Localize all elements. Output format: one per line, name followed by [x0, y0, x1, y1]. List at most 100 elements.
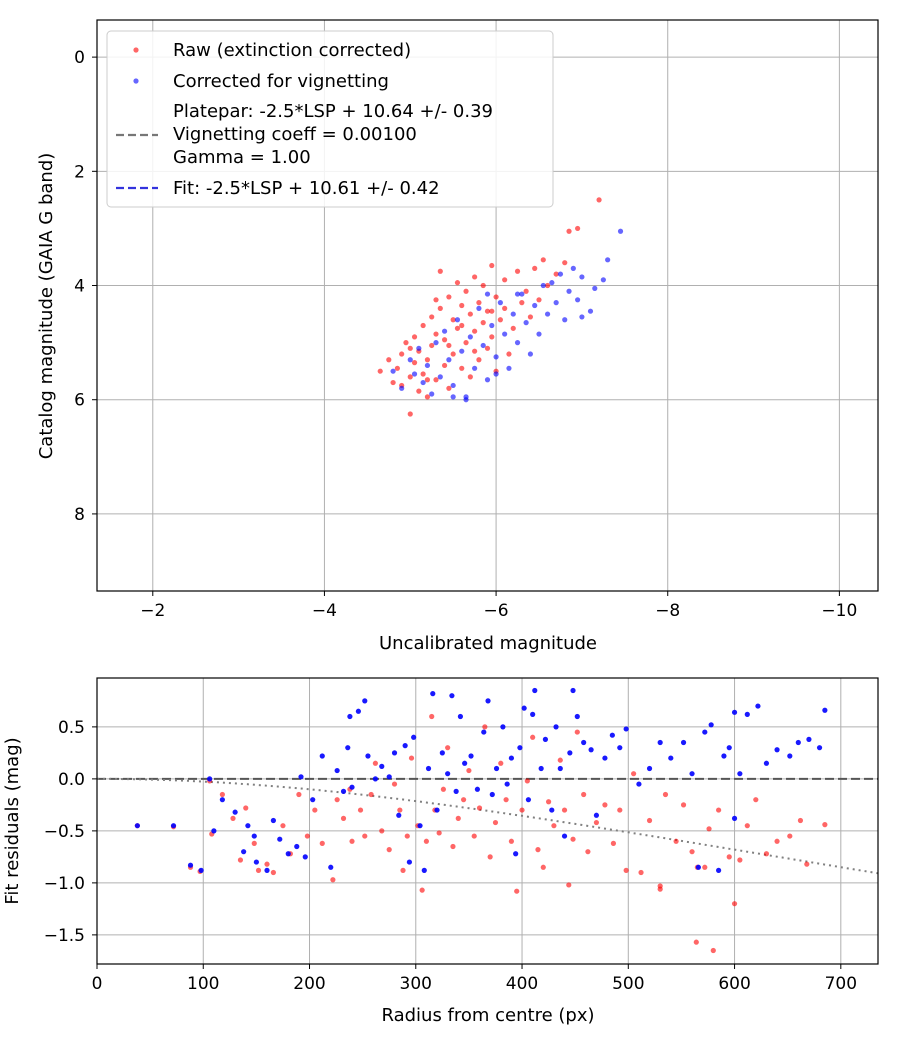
top-y-axis-label: Catalog magnitude (GAIA G band) — [36, 153, 57, 460]
raw-residual-point — [561, 807, 568, 813]
corrected-residual-point — [822, 707, 828, 713]
bottom-grid — [96, 678, 878, 964]
raw-residual-point — [450, 843, 456, 850]
corrected-point — [441, 328, 448, 334]
raw-point — [472, 328, 478, 334]
corrected-residual-point — [689, 771, 695, 777]
raw-residual-point — [230, 815, 236, 822]
raw-residual-point — [440, 786, 447, 792]
corrected-residual-point — [787, 753, 793, 759]
raw-point — [463, 288, 469, 294]
corrected-point — [519, 291, 525, 297]
legend-raw-label: Raw (extinction corrected) — [173, 40, 411, 61]
corrected-residual-point — [657, 739, 663, 746]
raw-point — [544, 282, 551, 289]
corrected-residual-point — [421, 867, 427, 874]
corrected-residual-point — [453, 788, 459, 794]
raw-point — [394, 365, 400, 371]
raw-point — [463, 340, 469, 346]
corrected-residual-point — [417, 823, 423, 829]
corrected-residual-point — [211, 828, 217, 834]
top-y-tick-label: 6 — [74, 391, 85, 411]
corrected-residual-point — [439, 750, 445, 756]
raw-residual-point — [535, 847, 541, 853]
corrected-residual-point — [731, 709, 738, 715]
corrected-point — [450, 394, 456, 400]
raw-point — [476, 357, 482, 363]
raw-residual-point — [219, 791, 225, 798]
raw-point — [480, 282, 486, 289]
bottom-x-tick-label: 600 — [718, 974, 750, 994]
raw-residual-point — [419, 887, 425, 893]
top-y-tick-label: 8 — [74, 505, 85, 525]
raw-residual-point — [372, 760, 378, 766]
corrected-residual-point — [285, 851, 291, 857]
bottom-y-tick-label: −1.5 — [44, 926, 85, 946]
bottom-x-tick-label: 300 — [400, 974, 432, 994]
corrected-residual-point — [646, 765, 653, 772]
raw-point — [433, 331, 439, 337]
raw-point — [527, 314, 534, 320]
raw-point — [489, 334, 495, 340]
raw-residual-point — [334, 797, 340, 803]
corrected-residual-point — [219, 797, 225, 803]
corrected-point — [579, 274, 585, 280]
raw-point — [506, 351, 512, 357]
raw-point — [454, 280, 461, 286]
corrected-point — [557, 271, 564, 277]
legend: Raw (extinction corrected) Corrected for… — [106, 30, 554, 208]
bottom-plot-frame — [96, 677, 879, 965]
corrected-residual-point — [319, 753, 325, 759]
corrected-residual-point — [680, 739, 687, 746]
raw-point — [553, 271, 559, 277]
raw-residual-point — [702, 864, 708, 870]
raw-point — [407, 411, 413, 417]
raw-point — [459, 322, 465, 329]
corrected-point — [472, 365, 478, 371]
raw-residual-point — [787, 833, 793, 839]
corrected-residual-point — [588, 747, 594, 753]
top-x-tick-label: −6 — [484, 601, 509, 621]
raw-point — [493, 294, 499, 300]
corrected-point — [429, 391, 435, 397]
raw-point — [407, 345, 413, 351]
corrected-point — [617, 228, 624, 234]
corrected-point — [553, 300, 559, 306]
corrected-residual-point — [795, 739, 801, 746]
corrected-residual-point — [396, 812, 402, 818]
top-y-tick-label: 0 — [74, 48, 85, 68]
raw-residual-point — [492, 819, 499, 826]
corrected-point — [562, 317, 568, 323]
corrected-residual-point — [328, 864, 334, 870]
bottom-y-tick-label: −1.0 — [44, 874, 85, 894]
raw-residual-point — [255, 867, 262, 874]
corrected-residual-point — [347, 713, 353, 720]
corrected-residual-point — [489, 791, 495, 798]
raw-residual-point — [744, 823, 750, 829]
raw-point — [424, 377, 431, 383]
raw-point — [441, 337, 448, 343]
corrected-residual-point — [355, 708, 361, 714]
raw-residual-point — [340, 815, 347, 822]
raw-point — [510, 325, 516, 331]
top-plot-frame — [96, 19, 879, 592]
corrected-point — [600, 277, 606, 283]
corrected-residual-point — [345, 745, 351, 751]
raw-residual-point — [312, 807, 318, 813]
raw-residual-point — [804, 861, 810, 867]
top-x-axis-label: Uncalibrated magnitude — [379, 633, 597, 654]
legend-box — [106, 30, 554, 208]
corrected-residual-point — [508, 755, 515, 761]
corrected-residual-point — [561, 833, 568, 839]
raw-residual-point — [445, 745, 451, 751]
raw-residual-point — [673, 838, 679, 844]
raw-residual-point — [797, 817, 804, 824]
raw-point — [450, 351, 456, 357]
raw-point — [459, 365, 465, 371]
corrected-residual-point — [391, 750, 398, 756]
bottom-x-tick-label: 500 — [612, 974, 644, 994]
top-y-tick-label: 4 — [74, 277, 85, 297]
legend-platepar-label-line3: Gamma = 1.00 — [173, 147, 311, 168]
legend-corrected-marker — [133, 78, 139, 84]
